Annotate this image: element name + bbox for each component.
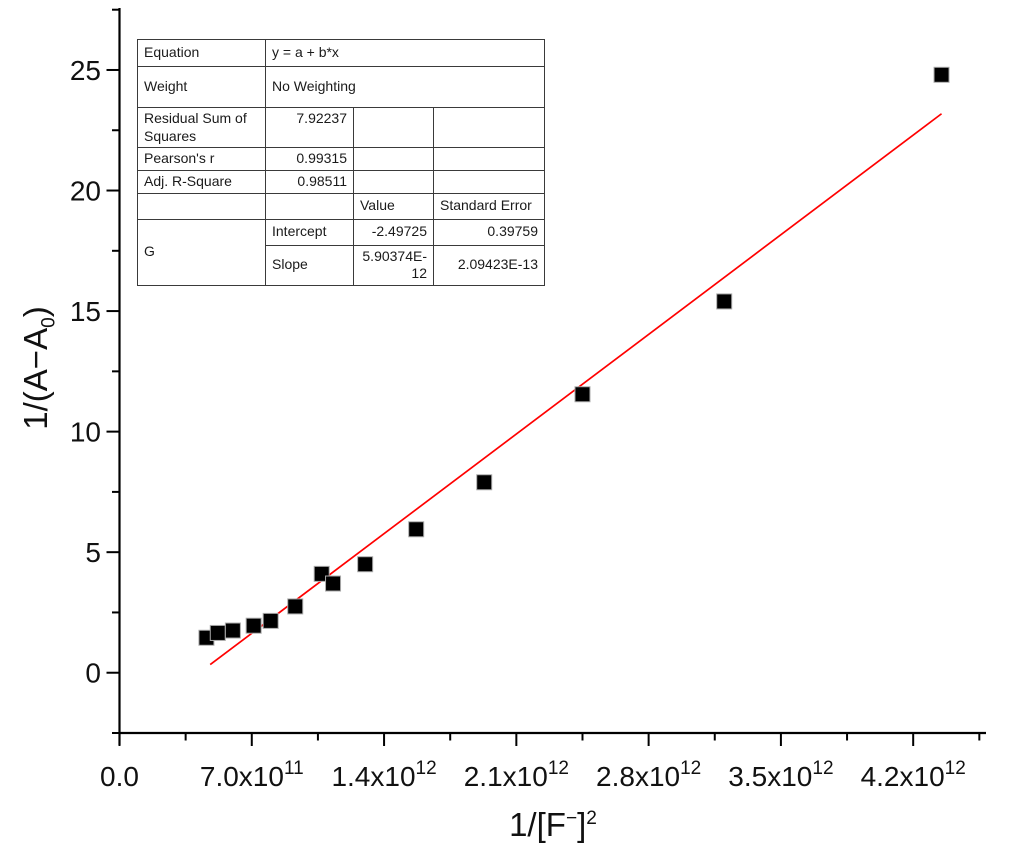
- data-point-marker: [245, 617, 262, 634]
- data-point-marker: [209, 624, 226, 641]
- stats-cell: Value: [353, 192, 434, 220]
- stats-cell: G: [137, 218, 266, 286]
- x-tick-label: 0.0: [100, 761, 139, 792]
- data-point-marker: [287, 598, 304, 615]
- data-point-marker: [262, 612, 279, 629]
- axis-label-segment: 0: [38, 317, 60, 328]
- y-axis-label: 1/(A−A0): [17, 306, 60, 430]
- stats-cell: Weight: [137, 66, 266, 108]
- stats-cell: 2.09423E-13: [433, 244, 545, 286]
- y-tick-label: 25: [70, 55, 101, 86]
- stats-row: Slope 5.90374E-12 2.09423E-13: [138, 244, 545, 286]
- axis-label-segment: 1/[F: [509, 806, 566, 843]
- data-point-marker: [357, 556, 374, 573]
- stats-cell: [137, 192, 266, 220]
- x-axis-label: 1/[F−]2: [120, 806, 986, 844]
- stats-cell: [353, 107, 434, 148]
- stats-cell: 7.92237: [265, 107, 354, 148]
- y-tick-label: 10: [70, 417, 101, 448]
- y-tick-label: 15: [70, 296, 101, 327]
- y-tick-label: 5: [85, 537, 101, 568]
- stats-row: Value Standard Error: [137, 192, 545, 220]
- stats-cell: 0.99315: [265, 147, 354, 171]
- axis-label-segment: ): [17, 306, 54, 318]
- stats-cell: Adj. R-Square: [137, 170, 266, 194]
- stats-cell: -2.49725: [353, 218, 434, 246]
- x-tick-label: 2.1x1012: [464, 758, 569, 792]
- y-tick-label: 0: [85, 658, 101, 689]
- stats-cell: Equation: [137, 39, 266, 67]
- stats-cell: 0.39759: [433, 218, 545, 246]
- stats-row: Residual Sum of Squares 7.92237: [137, 107, 545, 148]
- stats-cell: [433, 107, 545, 148]
- stats-row: G Intercept -2.49725 0.39759: [137, 218, 545, 286]
- stats-cell: No Weighting: [265, 66, 545, 108]
- stats-cell: Intercept: [265, 218, 354, 246]
- stats-table: Equation y = a + b*x Weight No Weighting Res…: [137, 39, 545, 286]
- stats-cell: Pearson's r: [137, 147, 266, 171]
- stats-row: Weight No Weighting: [137, 66, 545, 108]
- data-point-marker: [408, 521, 425, 538]
- stats-cell: [433, 170, 545, 194]
- stats-cell: [265, 192, 354, 220]
- data-point-marker: [325, 575, 342, 592]
- stats-cell: Standard Error: [433, 192, 545, 220]
- x-tick-label: 7.0x1011: [200, 758, 304, 792]
- y-tick-label: 20: [70, 176, 101, 207]
- stats-cell: 5.90374E-12: [353, 244, 434, 286]
- axis-label-segment: ]: [577, 806, 587, 843]
- stats-cell: 0.98511: [265, 170, 354, 194]
- fit-stats-table: Equation y = a + b*x Weight No Weighting Res…: [137, 39, 545, 286]
- axis-label-segment: 1/(A−A: [17, 327, 54, 430]
- stats-cell: [433, 147, 545, 171]
- stats-cell: Residual Sum of Squares: [137, 107, 266, 148]
- x-tick-label: 2.8x1012: [596, 758, 701, 792]
- x-tick-label: 3.5x1012: [728, 758, 833, 792]
- stats-cell: y = a + b*x: [265, 39, 545, 67]
- data-point-marker: [574, 386, 591, 403]
- x-tick-label: 4.2x1012: [861, 758, 966, 792]
- stats-cell: Slope: [265, 244, 354, 286]
- data-point-marker: [224, 622, 241, 639]
- stats-row: Pearson's r 0.99315: [137, 147, 545, 171]
- stats-row: Equation y = a + b*x: [137, 39, 545, 67]
- stats-cell: [353, 170, 434, 194]
- data-point-marker: [716, 293, 733, 310]
- x-tick-label: 1.4x1012: [331, 758, 436, 792]
- stats-cell: [353, 147, 434, 171]
- stats-row: Adj. R-Square 0.98511: [137, 170, 545, 194]
- axis-label-segment: 2: [586, 808, 597, 829]
- data-point-marker: [476, 474, 493, 491]
- axis-label-segment: −: [565, 808, 578, 829]
- data-point-marker: [933, 66, 950, 83]
